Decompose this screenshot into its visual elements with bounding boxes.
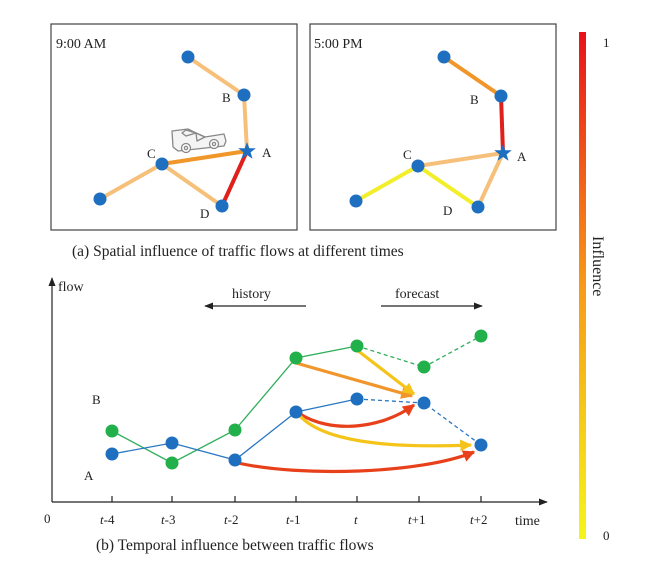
tick-label: t+2 <box>470 512 487 527</box>
colorbar-max-label: 1 <box>603 35 610 50</box>
map-right-time-label: 5:00 PM <box>314 37 363 52</box>
node-d <box>471 200 485 214</box>
edge-c-a <box>416 151 505 168</box>
tick-label: t+1 <box>408 512 425 527</box>
x-axis-label: time <box>515 514 540 529</box>
influence-arrow <box>298 414 473 452</box>
edge-a-d <box>476 151 505 209</box>
series-a-points <box>105 392 488 467</box>
history-label: history <box>232 287 271 302</box>
series-b-line <box>111 345 358 464</box>
node-a-star-icon <box>238 142 256 159</box>
influence-arrow <box>356 348 415 396</box>
forecast-label: forecast <box>395 287 439 302</box>
data-point <box>165 436 179 450</box>
edge-top-b <box>186 55 246 97</box>
influence-arrow <box>295 361 414 399</box>
edge-c-bottomleft <box>354 164 420 203</box>
data-point <box>417 396 431 410</box>
colorbar-gradient <box>579 32 586 539</box>
tick-label: t <box>354 512 358 527</box>
data-point <box>289 351 303 365</box>
edge-c-bottomleft <box>98 162 164 201</box>
edge-c-d <box>416 164 480 209</box>
edge-b-a <box>499 94 505 155</box>
data-point <box>105 447 119 461</box>
label-a: A <box>262 145 272 160</box>
data-point <box>105 424 119 438</box>
colorbar-title: Influence <box>589 236 606 296</box>
data-point <box>289 405 303 419</box>
node-d <box>215 199 229 213</box>
node-b <box>494 89 508 103</box>
node-bottomleft <box>349 194 363 208</box>
node-c <box>411 159 425 173</box>
tick-label: t-4 <box>100 512 115 527</box>
data-point <box>228 453 242 467</box>
series-a-forecast-line <box>356 398 482 446</box>
edge-top-b <box>442 55 503 98</box>
series-b-label: B <box>92 392 101 407</box>
origin-label: 0 <box>44 511 51 526</box>
edge-c-a <box>160 149 249 166</box>
series-b-points <box>105 329 488 470</box>
node-c <box>155 157 169 171</box>
temporal-plot: flow time 0 t-4 t-3 t-2 t-1 t t+1 t+2 hi… <box>44 277 548 529</box>
influence-arrow <box>237 450 476 474</box>
data-point <box>165 456 179 470</box>
x-ticks <box>111 496 482 502</box>
label-d: D <box>443 203 452 218</box>
data-point <box>228 423 242 437</box>
caption-b: (b) Temporal influence between traffic f… <box>96 537 374 554</box>
label-c: C <box>403 147 412 162</box>
edge-a-d <box>220 149 249 208</box>
data-point <box>350 392 364 406</box>
edge-b-a <box>242 93 249 153</box>
label-b: B <box>470 92 479 107</box>
data-point <box>350 339 364 353</box>
label-d: D <box>200 206 209 221</box>
label-a: A <box>517 149 527 164</box>
map-right-frame <box>309 23 557 231</box>
node-a-star-icon <box>494 144 512 161</box>
car-icon <box>171 128 227 154</box>
node-top <box>181 50 195 64</box>
label-c: C <box>147 146 156 161</box>
series-a-label: A <box>84 468 94 483</box>
node-b <box>237 88 251 102</box>
node-top <box>437 50 451 64</box>
y-axis-label: flow <box>58 280 85 295</box>
colorbar: 1 0 Influence <box>579 32 610 543</box>
map-right: 5:00 PM B C A D <box>309 23 557 231</box>
data-point <box>417 360 431 374</box>
caption-a: (a) Spatial influence of traffic flows a… <box>72 243 404 260</box>
map-left-time-label: 9:00 AM <box>56 37 107 52</box>
data-point <box>474 329 488 343</box>
tick-label: t-3 <box>161 512 175 527</box>
colorbar-min-label: 0 <box>603 528 610 543</box>
map-left-frame <box>50 23 298 231</box>
edge-c-d <box>160 162 224 208</box>
tick-label: t-2 <box>224 512 238 527</box>
influence-arrow <box>299 403 415 428</box>
tick-labels: t-4 t-3 t-2 t-1 t t+1 t+2 <box>100 512 487 527</box>
data-point <box>474 438 488 452</box>
map-left: 9:00 AM B C A D <box>50 23 298 231</box>
node-bottomleft <box>93 192 107 206</box>
tick-label: t-1 <box>286 512 300 527</box>
label-b: B <box>222 90 231 105</box>
